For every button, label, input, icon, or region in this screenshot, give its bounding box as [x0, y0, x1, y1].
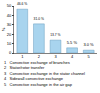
- svg-text:1: 1: [21, 54, 24, 59]
- svg-text:31.0 %: 31.0 %: [34, 17, 44, 21]
- svg-text:5 Convective exchange in the: 5 Convective exchange in the air gap: [4, 82, 73, 87]
- svg-text:5.5 %: 5.5 %: [67, 40, 78, 45]
- svg-text:2 Stator/rotor transfer: 2 Stator/rotor transfer: [4, 65, 45, 70]
- svg-text:46.6 %: 46.6 %: [17, 2, 27, 6]
- svg-text:30: 30: [7, 22, 12, 27]
- svg-text:40: 40: [7, 13, 12, 18]
- svg-text:3: 3: [54, 54, 57, 59]
- svg-text:5: 5: [88, 54, 91, 59]
- svg-text:0: 0: [9, 50, 12, 55]
- svg-text:3.0 %: 3.0 %: [83, 42, 94, 47]
- svg-text:2: 2: [38, 54, 41, 59]
- svg-text:1 Convective exchange of bra: 1 Convective exchange of branches: [4, 60, 70, 65]
- svg-text:13.7 %: 13.7 %: [50, 33, 60, 37]
- svg-text:4: 4: [71, 54, 74, 59]
- svg-text:3 Convective exchange in the: 3 Convective exchange in the stator chan…: [4, 71, 85, 76]
- svg-text:10: 10: [7, 41, 12, 46]
- svg-text:4 Sidewall convective exchan: 4 Sidewall convective exchange: [4, 76, 64, 81]
- svg-text:%: %: [1, 27, 6, 31]
- svg-text:50: 50: [7, 3, 12, 8]
- svg-text:20: 20: [7, 32, 12, 37]
